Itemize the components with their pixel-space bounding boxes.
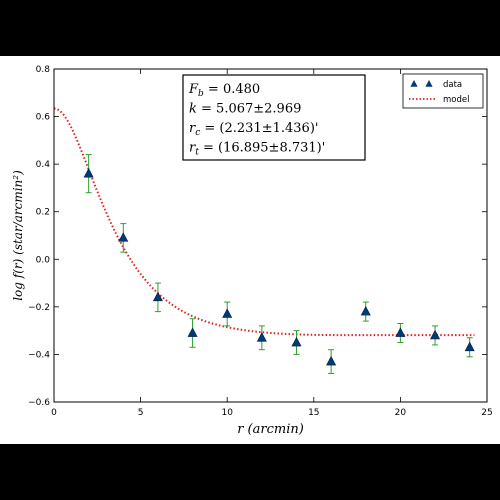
data-point [118,223,129,253]
data-point [360,301,371,322]
triangle-marker [152,291,163,302]
legend-data-marker [410,80,433,87]
x-axis-label: r (arcmin) [237,422,304,437]
data-point [291,330,302,355]
legend-triangle [425,80,433,87]
fit-parameters-frame [182,74,366,161]
y-tick-label: 0.2 [36,208,50,218]
triangle-marker [430,329,441,340]
legend-data-label: data [443,80,462,90]
triangle-marker [360,305,371,316]
fit-parameters-box: Fb = 0.480 k = 5.067±2.969 rc = (2.231±1.4… [182,74,366,161]
triangle-marker [291,336,302,347]
fit-parameter-line: Fb = 0.480 [188,82,260,99]
fit-parameter-line: k = 5.067±2.969 [189,102,301,117]
y-tick-label: 0.4 [36,160,51,170]
y-tick-label: −0.2 [28,303,50,313]
triangle-marker [187,327,198,337]
y-tick-label: 0.6 [36,113,51,123]
y-tick-label: 0.0 [36,255,51,265]
data-point [395,323,406,344]
triangle-marker [83,168,94,178]
data-point [152,282,163,313]
fit-parameter-line: rc = (2.231±1.436)' [189,121,318,138]
x-tick-label: 5 [138,408,144,418]
legend: data model [402,73,484,109]
x-tick-label: 25 [481,408,492,418]
legend-triangle [410,80,418,87]
triangle-marker [395,327,406,337]
data-series [83,154,475,374]
x-tick-label: 20 [395,408,407,418]
triangle-marker [464,341,475,352]
data-point [187,318,198,348]
axis-tick-labels: 0 5 10 15 20 25 −0.6 −0.4 −0.2 0.0 0.2 0.4 0.6 0.8 [28,65,493,418]
x-tick-label: 0 [51,408,57,418]
axis-ticks [53,68,488,403]
x-tick-label: 10 [221,408,233,418]
legend-model-label: model [443,95,469,105]
y-axis-label: log f(r) (star/arcmin²) [11,170,25,301]
triangle-marker [326,355,337,366]
data-point [430,325,441,346]
y-tick-label: −0.4 [28,350,50,360]
chart: 0 5 10 15 20 25 −0.6 −0.4 −0.2 0.0 0.2 0.4 0.6 0.8 r … [11,65,493,437]
data-point [326,349,337,374]
data-point [256,325,267,351]
triangle-marker [118,232,129,242]
triangle-marker [222,308,233,318]
data-point [464,337,475,358]
fit-parameter-line: rt = (16.895±8.731)' [189,141,325,158]
y-tick-label: −0.6 [28,398,50,408]
x-tick-label: 15 [308,408,319,418]
data-point [83,154,94,194]
plot-frame [53,68,488,403]
legend-frame [402,73,484,109]
data-point [222,301,233,327]
y-tick-label: 0.8 [36,65,51,75]
triangle-marker [256,332,267,342]
figure-panel: 0 5 10 15 20 25 −0.6 −0.4 −0.2 0.0 0.2 0.4 0.6 0.8 r … [0,56,500,444]
